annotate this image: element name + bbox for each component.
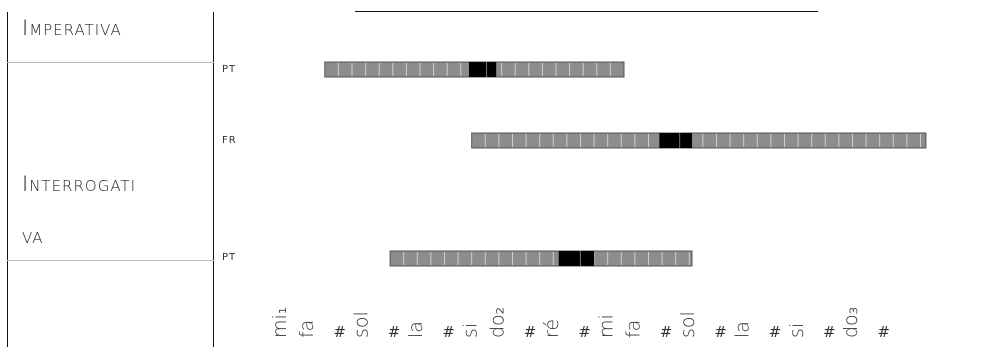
x-tick-label: si (459, 323, 481, 338)
x-tick-label: # (333, 323, 346, 341)
row-divider-1 (7, 62, 214, 63)
x-tick-label: sol (677, 311, 699, 338)
series-bar-group (471, 132, 927, 149)
x-tick-label: ré (541, 319, 563, 338)
x-tick-label: si (786, 323, 808, 338)
x-tick-label: # (388, 323, 401, 341)
row-divider-2 (7, 260, 214, 261)
x-tick-label: mi (595, 314, 617, 338)
label-column-right-border (213, 12, 214, 347)
x-tick-label: # (877, 323, 890, 341)
x-tick-label: la (405, 321, 427, 338)
row-label-line1: Imperativa (22, 16, 122, 40)
top-rule (355, 11, 818, 12)
emphasis-segment (558, 251, 595, 266)
x-tick-label: la (731, 321, 753, 338)
x-tick-label: # (660, 323, 673, 341)
x-tick-label: # (823, 323, 836, 341)
series-bar-group (389, 250, 693, 267)
x-tick-label: fa (296, 320, 318, 338)
x-tick-label: mi₁ (269, 307, 291, 338)
row-label-imperativa: Imperativa (22, 16, 122, 40)
series-bar-group (324, 61, 625, 78)
series-label-fr: FR (222, 135, 237, 146)
x-tick-label: sol (351, 311, 373, 338)
x-tick-label: do₃ (840, 307, 862, 338)
row-label-interrogativa: Interrogati va (22, 158, 136, 262)
x-tick-label: # (714, 323, 727, 341)
emphasis-segment (468, 62, 497, 77)
series-label-pt-1: PT (222, 64, 237, 75)
x-tick-label: # (442, 323, 455, 341)
x-tick-label: # (769, 323, 782, 341)
label-column-left-border (7, 12, 8, 347)
row-label-line2: va (22, 224, 44, 248)
x-tick-label: do₂ (487, 307, 509, 338)
x-tick-label: fa (623, 320, 645, 338)
x-tick-label: # (524, 323, 537, 341)
emphasis-segment (659, 133, 692, 148)
row-label-line1: Interrogati (22, 172, 137, 196)
x-tick-label: # (578, 323, 591, 341)
range-bar (389, 250, 693, 267)
series-label-pt-2: PT (222, 252, 237, 263)
range-bar (471, 132, 927, 149)
